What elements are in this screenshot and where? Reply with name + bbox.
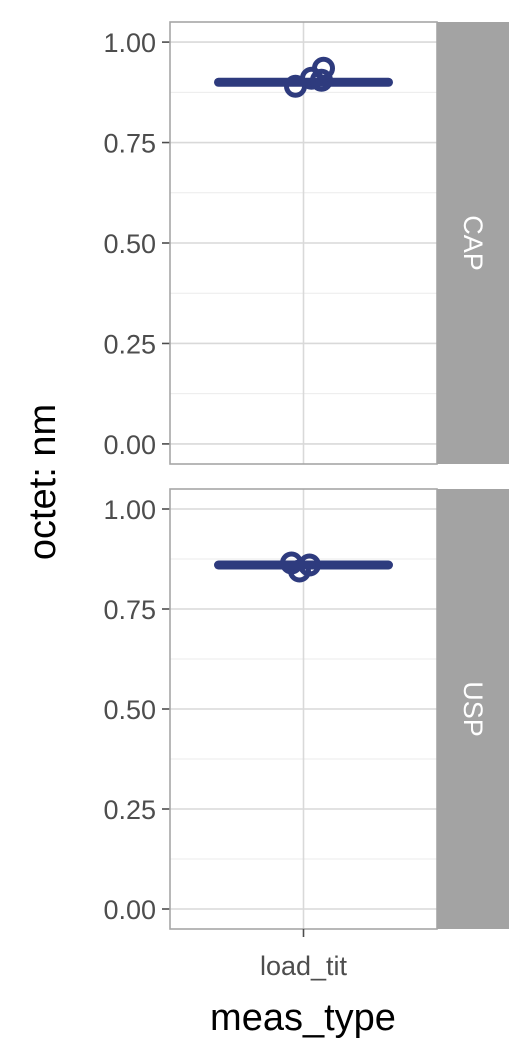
y-tick-label: 1.00 bbox=[103, 28, 156, 58]
y-tick-label: 0.25 bbox=[103, 795, 156, 825]
panel-usp: 0.00 0.25 0.50 0.75 1.00 USP bbox=[103, 488, 509, 930]
x-axis-title: meas_type bbox=[210, 997, 396, 1039]
y-tick-label: 0.25 bbox=[103, 329, 156, 359]
y-axis-title: octet: nm bbox=[22, 404, 64, 560]
panel-cap: 0.00 0.25 0.50 0.75 1.00 CAP bbox=[103, 21, 509, 465]
data-point bbox=[312, 56, 335, 80]
facet-strip bbox=[437, 22, 509, 464]
y-tick-label: 0.75 bbox=[103, 129, 156, 159]
y-tick-label: 0.75 bbox=[103, 595, 156, 625]
y-tick-label: 1.00 bbox=[103, 495, 156, 525]
panels: 0.00 0.25 0.50 0.75 1.00 CAP 0.00 0.25 0.50 0.75 1… bbox=[103, 21, 509, 981]
x-tick-label: load_tit bbox=[260, 951, 348, 981]
y-tick-label: 0.50 bbox=[103, 229, 156, 259]
data-point bbox=[298, 553, 321, 577]
data-point bbox=[310, 68, 333, 92]
facet-strip bbox=[437, 489, 509, 929]
y-tick-label: 0.00 bbox=[103, 895, 156, 925]
y-tick-label: 0.50 bbox=[103, 695, 156, 725]
facet-strip-label: USP bbox=[458, 681, 488, 737]
y-tick-label: 0.00 bbox=[103, 430, 156, 460]
facet-strip-label: CAP bbox=[458, 215, 488, 271]
